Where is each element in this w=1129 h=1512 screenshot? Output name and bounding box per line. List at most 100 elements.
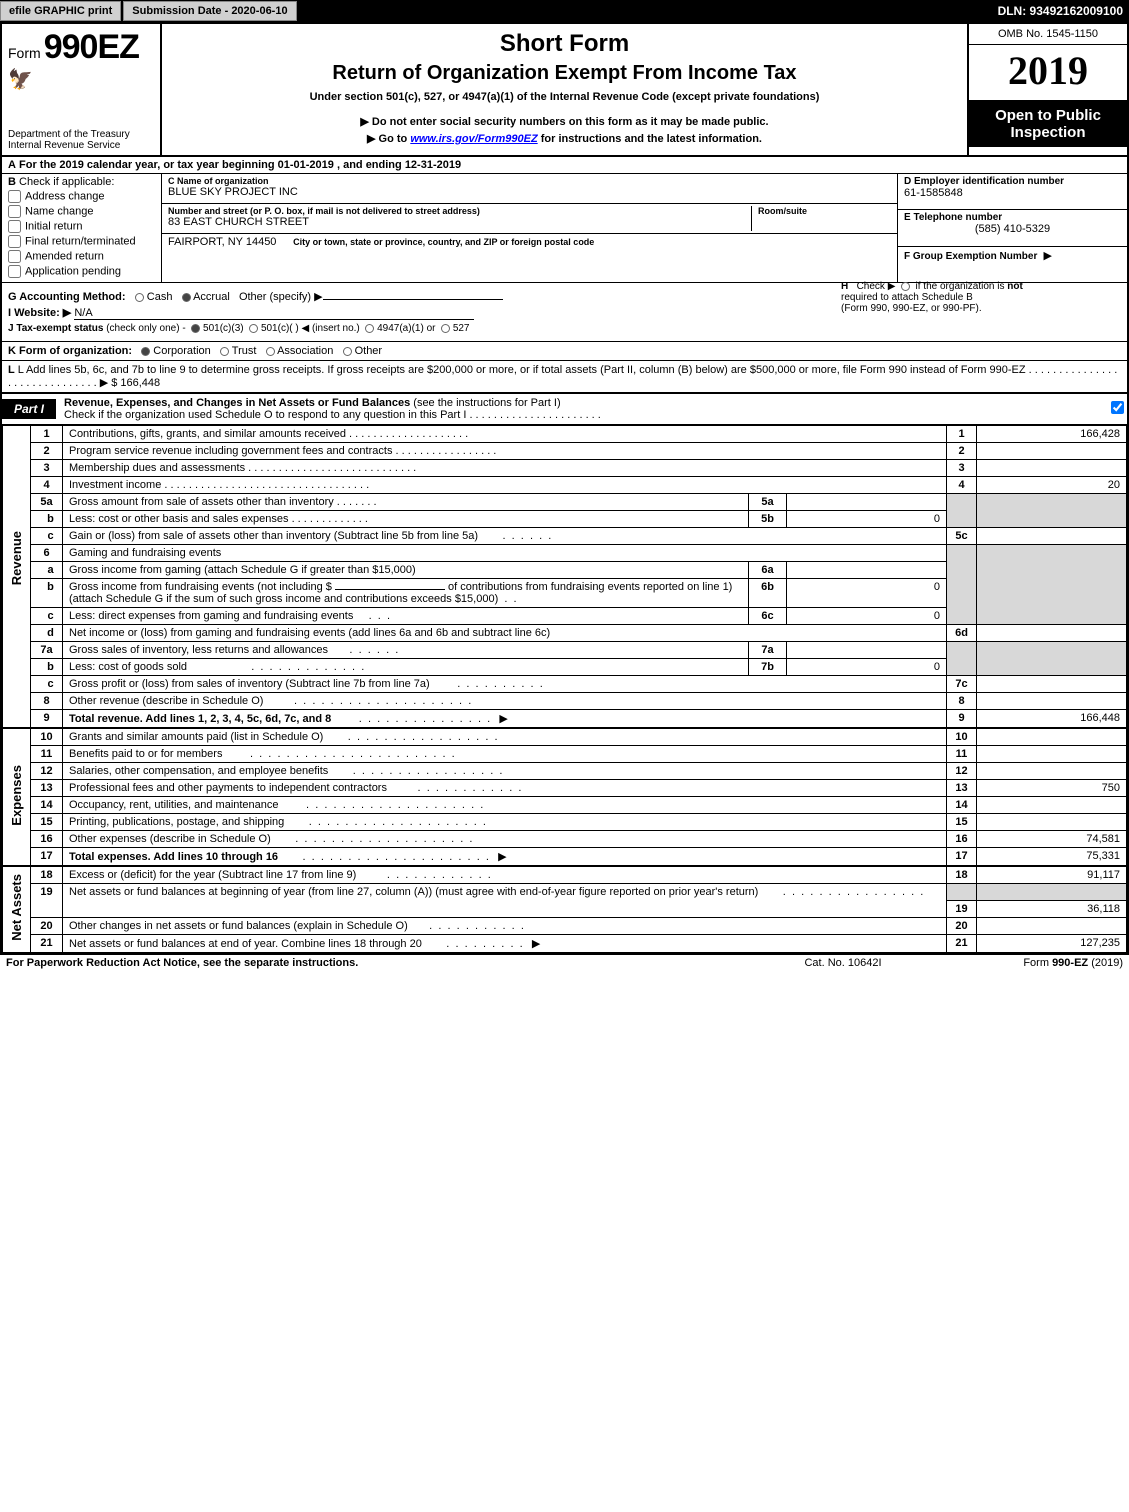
top-bar: efile GRAPHIC print Submission Date - 20… — [0, 0, 1129, 22]
g-other-fill[interactable] — [323, 299, 503, 300]
chk-address-change[interactable]: Address change — [8, 190, 155, 203]
g-accrual-radio[interactable] — [182, 293, 191, 302]
k-assoc-radio[interactable] — [266, 347, 275, 356]
part1-label: Part I — [2, 399, 56, 419]
l7b-grey — [947, 659, 977, 676]
l6d-rnum: 6d — [947, 625, 977, 642]
l7a-mnum: 7a — [749, 642, 787, 659]
l19-rval: 36,118 — [977, 900, 1127, 917]
header-right: OMB No. 1545-1150 2019 Open to Public In… — [967, 24, 1127, 155]
chk-name-change-input[interactable] — [8, 205, 21, 218]
part1-table: Revenue 1 Contributions, gifts, grants, … — [2, 425, 1127, 953]
l5a-grey — [947, 494, 977, 511]
submission-date-button[interactable]: Submission Date - 2020-06-10 — [123, 1, 296, 21]
l21-rnum: 21 — [947, 934, 977, 952]
l5c-desc: Gain or (loss) from sale of assets other… — [63, 528, 947, 545]
l11-desc: Benefits paid to or for members . . . . … — [63, 746, 947, 763]
note2-pre: ▶ Go to — [367, 133, 410, 145]
j-501c-radio[interactable] — [249, 324, 258, 333]
l7b-num: b — [31, 659, 63, 676]
k-trust-radio[interactable] — [220, 347, 229, 356]
tax-year: 2019 — [969, 45, 1127, 101]
row-a-text-pre: For the 2019 calendar year, or tax year … — [19, 159, 278, 171]
l5b-desc: Less: cost or other basis and sales expe… — [63, 511, 749, 528]
open-to-public: Open to Public Inspection — [969, 101, 1127, 147]
l4-rnum: 4 — [947, 477, 977, 494]
l1-rnum: 1 — [947, 426, 977, 443]
l19-num: 19 — [31, 884, 63, 901]
l7c-desc: Gross profit or (loss) from sales of inv… — [63, 676, 947, 693]
l5c-num: c — [31, 528, 63, 545]
note-goto: ▶ Go to www.irs.gov/Form990EZ for instru… — [172, 132, 957, 145]
j-label: J Tax-exempt status — [8, 323, 103, 334]
j-4947-radio[interactable] — [365, 324, 374, 333]
header-left: Form 990EZ 🦅 Department of the Treasury … — [2, 24, 162, 155]
l6a-num: a — [31, 562, 63, 579]
j-opt3: 4947(a)(1) or — [377, 323, 435, 334]
part1-schedule-o-checkbox[interactable] — [1111, 401, 1124, 414]
chk-initial-return[interactable]: Initial return — [8, 220, 155, 233]
l7a-num: 7a — [31, 642, 63, 659]
row-h: H Check ▶ if the organization is not req… — [841, 281, 1121, 314]
row-a-prefix: A — [8, 159, 16, 171]
irs-link[interactable]: www.irs.gov/Form990EZ — [410, 133, 537, 145]
l5a-grey2 — [977, 494, 1127, 511]
page-footer: For Paperwork Reduction Act Notice, see … — [0, 955, 1129, 971]
l14-num: 14 — [31, 797, 63, 814]
l8-rnum: 8 — [947, 693, 977, 710]
l13-num: 13 — [31, 780, 63, 797]
l13-desc: Professional fees and other payments to … — [63, 780, 947, 797]
l21-num: 21 — [31, 934, 63, 952]
l11-rnum: 11 — [947, 746, 977, 763]
k-other-radio[interactable] — [343, 347, 352, 356]
l17-num: 17 — [31, 848, 63, 867]
rows-ghij: H Check ▶ if the organization is not req… — [2, 283, 1127, 342]
l5c-rnum: 5c — [947, 528, 977, 545]
l6b-fill[interactable] — [335, 589, 445, 590]
l16-desc: Other expenses (describe in Schedule O) … — [63, 831, 947, 848]
l17-arrow-icon: ▶ — [498, 851, 506, 863]
side-revenue: Revenue — [3, 426, 31, 693]
form-frame: Form 990EZ 🦅 Department of the Treasury … — [0, 22, 1129, 955]
l6c-num: c — [31, 608, 63, 625]
l19-num-cont — [31, 900, 63, 917]
c-city-value: FAIRPORT, NY 14450 — [168, 236, 276, 248]
j-opt1: 501(c)(3) — [203, 323, 244, 334]
chk-amended-return-input[interactable] — [8, 250, 21, 263]
c-street-row: Number and street (or P. O. box, if mail… — [162, 204, 897, 234]
chk-address-change-input[interactable] — [8, 190, 21, 203]
l6b-num: b — [31, 579, 63, 608]
g-cash-radio[interactable] — [135, 293, 144, 302]
k-corp-radio[interactable] — [141, 347, 150, 356]
c-name-row: C Name of organization BLUE SKY PROJECT … — [162, 174, 897, 204]
k-opt1: Corporation — [153, 345, 210, 357]
chk-amended-return[interactable]: Amended return — [8, 250, 155, 263]
i-value: N/A — [74, 307, 474, 320]
l5c-rval — [977, 528, 1127, 545]
side-revenue-cont — [3, 693, 31, 710]
j-501c3-radio[interactable] — [191, 324, 200, 333]
h-checkbox[interactable] — [901, 282, 910, 291]
efile-print-button[interactable]: efile GRAPHIC print — [0, 1, 121, 21]
b-label: B — [8, 176, 16, 188]
j-527-radio[interactable] — [441, 324, 450, 333]
chk-name-change[interactable]: Name change — [8, 205, 155, 218]
chk-application-pending-input[interactable] — [8, 265, 21, 278]
note-no-ssn: ▶ Do not enter social security numbers o… — [172, 115, 957, 128]
l6c-mval: 0 — [787, 608, 947, 625]
chk-final-return-input[interactable] — [8, 235, 21, 248]
chk-initial-return-input[interactable] — [8, 220, 21, 233]
f-arrow-icon: ▶ — [1043, 250, 1051, 262]
e-phone-row: E Telephone number (585) 410-5329 — [898, 210, 1127, 246]
l19-rnum: 19 — [947, 900, 977, 917]
l15-rval — [977, 814, 1127, 831]
l7b-mnum: 7b — [749, 659, 787, 676]
l6a-mnum: 6a — [749, 562, 787, 579]
l17-rval: 75,331 — [977, 848, 1127, 867]
chk-application-pending[interactable]: Application pending — [8, 265, 155, 278]
form-prefix: Form — [8, 45, 41, 61]
l7b-grey2 — [977, 659, 1127, 676]
l16-rnum: 16 — [947, 831, 977, 848]
chk-final-return[interactable]: Final return/terminated — [8, 235, 155, 248]
l12-desc: Salaries, other compensation, and employ… — [63, 763, 947, 780]
